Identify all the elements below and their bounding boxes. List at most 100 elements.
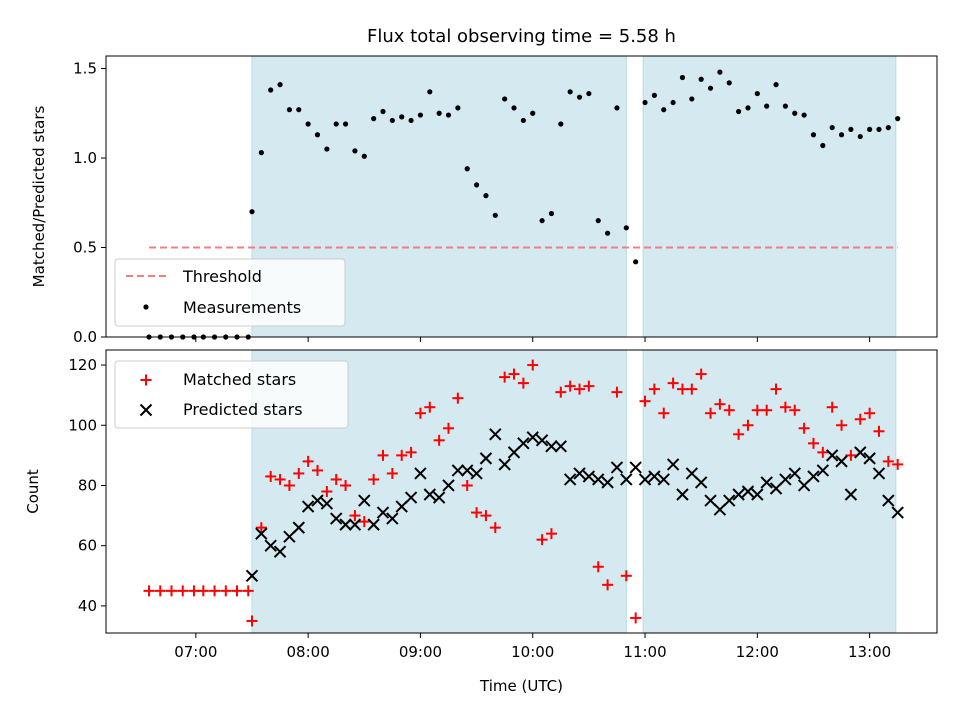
matched-star-point xyxy=(368,473,380,485)
predicted-star-point-b xyxy=(854,446,867,459)
matched-star-point xyxy=(405,446,417,458)
x-tick-label: 07:00 xyxy=(174,643,217,661)
predicted-star-point-b xyxy=(432,491,446,504)
predicted-star-point xyxy=(844,488,858,501)
measurement-point xyxy=(286,107,293,113)
measurement-point xyxy=(249,209,255,215)
matched-star-point xyxy=(826,401,838,413)
matched-star-point xyxy=(648,383,660,395)
matched-star-points xyxy=(143,359,904,627)
predicted-star-point-b xyxy=(367,518,380,531)
matched-star-point xyxy=(480,510,492,522)
predicted-star-point-b xyxy=(535,434,549,447)
matched-star-point xyxy=(396,449,408,461)
matched-star-point xyxy=(255,522,267,534)
matched-star-point xyxy=(433,434,445,446)
predicted-star-point xyxy=(573,467,586,480)
predicted-star-point-b xyxy=(320,497,334,510)
predicted-star-point xyxy=(723,494,736,507)
predicted-star-point-b xyxy=(592,473,605,486)
y-tick-label: 80 xyxy=(78,476,97,494)
legend-matched-swatch xyxy=(140,374,152,386)
matched-star-point xyxy=(330,473,342,485)
predicted-star-point-b xyxy=(376,506,390,519)
legend-threshold-label: Threshold xyxy=(182,267,262,286)
measurement-point xyxy=(511,105,517,111)
predicted-star-point-b xyxy=(414,467,427,480)
predicted-star-point xyxy=(779,473,792,486)
matched-star-point xyxy=(471,507,483,519)
matched-star-point xyxy=(770,383,782,395)
predicted-star-point xyxy=(694,476,708,489)
predicted-star-point-b xyxy=(386,512,399,525)
measurement-point xyxy=(595,218,601,224)
predicted-star-point xyxy=(545,440,558,453)
measurement-point xyxy=(773,82,779,88)
measurement-point xyxy=(782,103,788,109)
matched-star-point xyxy=(246,615,258,627)
predicted-star-point xyxy=(414,467,427,480)
measurement-point xyxy=(464,166,470,172)
measurement-point xyxy=(717,69,723,75)
measurement-point xyxy=(689,96,695,102)
predicted-star-point xyxy=(423,488,436,501)
measurement-point xyxy=(754,90,760,97)
measurement-point xyxy=(268,87,274,93)
measurement-point xyxy=(361,153,367,159)
measurement-point xyxy=(558,121,564,127)
predicted-star-point xyxy=(751,488,764,501)
observing-window-band xyxy=(642,349,897,634)
measurement-point xyxy=(829,124,835,131)
legend-measurements-label: Measurements xyxy=(183,298,301,317)
predicted-star-point xyxy=(367,518,380,531)
predicted-star-point xyxy=(610,461,624,474)
predicted-star-point-b xyxy=(797,479,811,492)
predicted-star-point-b xyxy=(835,455,848,468)
predicted-star-point-b xyxy=(292,521,305,534)
matched-star-point xyxy=(892,458,904,470)
time-x-ticks: 07:00 08:00 09:00 10:00 11:00 12:00 13:00 xyxy=(174,633,891,661)
predicted-star-point xyxy=(517,437,530,450)
predicted-star-point-b xyxy=(264,539,277,552)
matched-star-point xyxy=(154,585,166,597)
measurement-point xyxy=(698,76,704,82)
predicted-star-point xyxy=(461,464,474,477)
matched-star-point xyxy=(873,425,885,437)
predicted-star-point-b xyxy=(489,428,502,441)
predicted-star-point xyxy=(863,452,876,465)
predicted-star-point xyxy=(601,476,614,489)
predicted-star-point-b xyxy=(713,503,727,516)
measurement-point xyxy=(408,117,414,124)
measurement-point xyxy=(417,112,424,118)
predicted-star-point-b xyxy=(423,488,436,501)
predicted-star-point xyxy=(788,467,801,480)
matched-star-point xyxy=(602,579,614,591)
predicted-star-point-b xyxy=(479,452,493,465)
matched-star-point xyxy=(761,404,773,416)
predicted-star-point-b xyxy=(339,518,352,531)
predicted-star-point xyxy=(620,473,633,486)
matched-star-point xyxy=(231,585,243,597)
matched-star-point xyxy=(452,392,464,404)
predicted-star-point xyxy=(358,494,371,507)
predicted-star-point xyxy=(592,473,605,486)
measurement-point xyxy=(707,85,714,91)
predicted-star-point xyxy=(816,464,830,477)
predicted-star-point-b xyxy=(685,467,699,480)
measurement-points xyxy=(146,69,901,340)
matched-star-point xyxy=(340,479,352,491)
matched-star-point xyxy=(188,585,200,597)
y-tick-label: 0.5 xyxy=(73,239,97,257)
predicted-star-point-b xyxy=(882,494,895,507)
measurement-point xyxy=(427,89,433,95)
predicted-star-point-b xyxy=(526,431,539,444)
measurement-point xyxy=(586,90,592,97)
predicted-star-point xyxy=(386,512,399,525)
predicted-star-point xyxy=(526,431,539,444)
predicted-star-point-b xyxy=(891,506,904,519)
predicted-star-point xyxy=(854,446,867,459)
predicted-star-point xyxy=(479,452,493,465)
matched-star-point xyxy=(882,455,894,467)
predicted-star-point-b xyxy=(301,500,315,513)
predicted-star-point-b xyxy=(507,446,521,459)
